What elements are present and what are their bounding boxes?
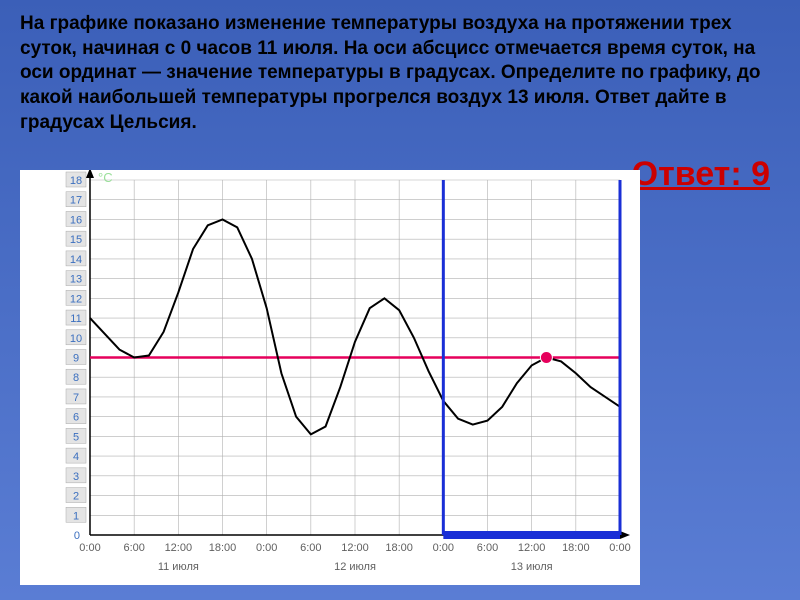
svg-text:11: 11: [70, 313, 81, 325]
svg-text:13 июля: 13 июля: [511, 561, 553, 573]
svg-text:0:00: 0:00: [256, 542, 277, 554]
svg-text:1: 1: [73, 510, 79, 522]
svg-text:9: 9: [73, 353, 79, 365]
svg-text:14: 14: [70, 254, 82, 266]
svg-text:0:00: 0:00: [609, 542, 630, 554]
svg-text:6:00: 6:00: [477, 542, 498, 554]
svg-text:16: 16: [70, 214, 82, 226]
svg-text:12:00: 12:00: [165, 542, 193, 554]
svg-text:0: 0: [74, 530, 80, 542]
svg-text:6:00: 6:00: [123, 542, 144, 554]
svg-text:17: 17: [70, 195, 82, 207]
temperature-chart: 1234567891011121314151617180°C0:006:0012…: [20, 170, 640, 585]
svg-text:11 июля: 11 июля: [158, 561, 199, 573]
svg-text:0:00: 0:00: [433, 542, 454, 554]
svg-text:10: 10: [70, 333, 82, 345]
svg-text:2: 2: [73, 491, 79, 503]
problem-text: На графике показано изменение температур…: [20, 12, 780, 135]
svg-text:5: 5: [73, 431, 79, 443]
svg-text:12: 12: [70, 293, 82, 305]
svg-text:18:00: 18:00: [562, 542, 590, 554]
svg-text:4: 4: [73, 451, 79, 463]
svg-text:12:00: 12:00: [341, 542, 369, 554]
svg-text:6:00: 6:00: [300, 542, 321, 554]
svg-text:18: 18: [70, 175, 82, 187]
svg-text:3: 3: [73, 471, 79, 483]
svg-text:12 июля: 12 июля: [334, 561, 376, 573]
svg-text:7: 7: [73, 392, 79, 404]
svg-text:15: 15: [70, 234, 82, 246]
svg-text:18:00: 18:00: [385, 542, 413, 554]
answer-label: Ответ: 9: [632, 155, 770, 194]
svg-text:°C: °C: [98, 170, 113, 185]
svg-text:12:00: 12:00: [518, 542, 546, 554]
svg-text:18:00: 18:00: [209, 542, 237, 554]
svg-text:0:00: 0:00: [79, 542, 100, 554]
svg-text:13: 13: [70, 274, 82, 286]
svg-text:6: 6: [73, 412, 79, 424]
svg-text:8: 8: [73, 372, 79, 384]
